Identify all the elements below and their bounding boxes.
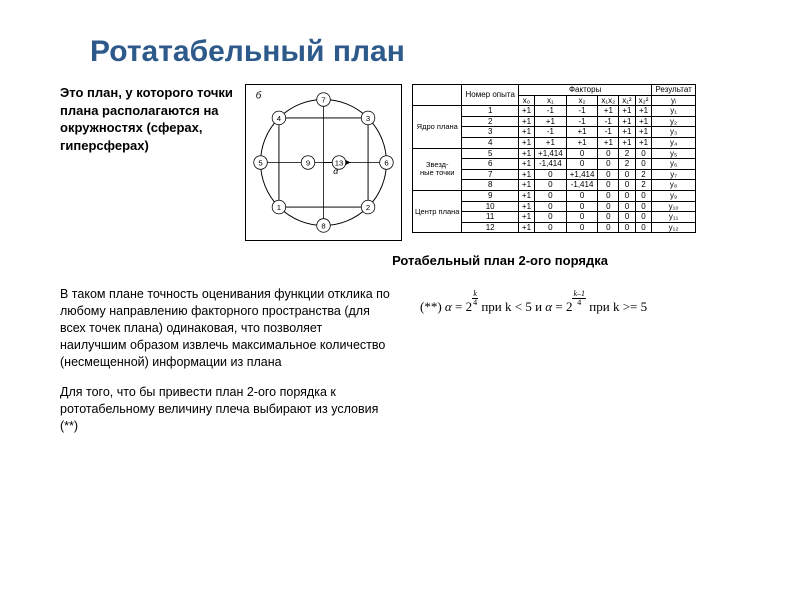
svg-text:1: 1	[277, 203, 281, 212]
table-caption: Ротабельный план 2-ого порядка	[240, 253, 760, 268]
definition-text: Это план, у которого точки плана распола…	[60, 84, 235, 154]
svg-text:8: 8	[321, 221, 325, 230]
page-title: Ротатабельный план	[90, 35, 760, 69]
svg-text:13: 13	[335, 158, 344, 167]
formula: (**) α = 2k4 при k < 5 и α = 2k–14 при k…	[420, 290, 647, 315]
paragraph-2: Для того, что бы привести план 2-ого пор…	[60, 384, 390, 435]
svg-text:6: 6	[384, 158, 388, 167]
svg-text:б: б	[256, 91, 262, 102]
svg-text:5: 5	[258, 158, 262, 167]
svg-text:2: 2	[366, 203, 370, 212]
rotatable-diagram: бα12345678913	[245, 84, 402, 241]
svg-text:4: 4	[277, 114, 282, 123]
svg-text:9: 9	[306, 158, 310, 167]
paragraph-1: В таком плане точность оценивания функци…	[60, 286, 390, 370]
plan-table: Номер опытаФакторыРезультатx₀x₁x₂x₁x₂x₁²…	[412, 84, 696, 233]
svg-text:3: 3	[366, 114, 370, 123]
svg-text:7: 7	[321, 95, 325, 104]
